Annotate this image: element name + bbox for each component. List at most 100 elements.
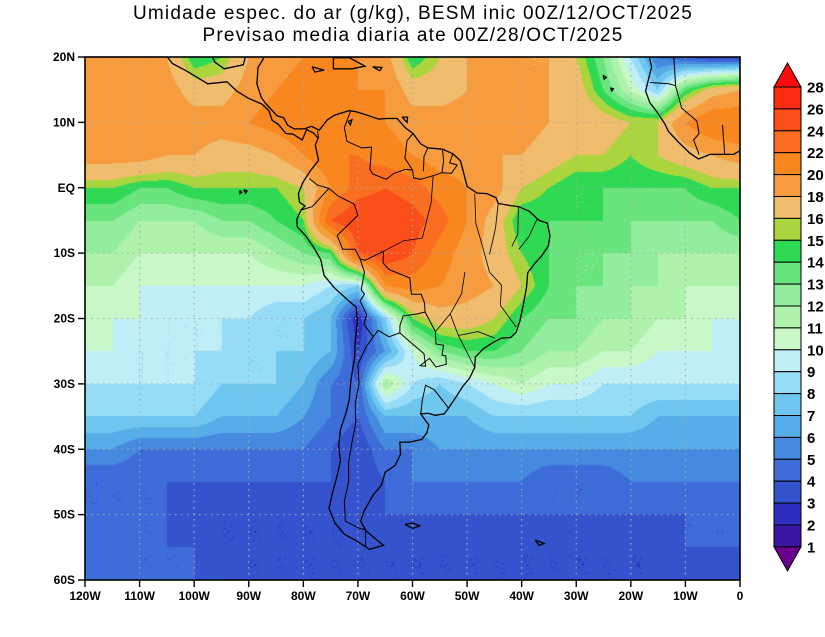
- country-border-path: [372, 311, 426, 338]
- lat-axis-label: 10S: [54, 246, 75, 260]
- colorbar-segment: [773, 349, 802, 373]
- colorbar-segment: [773, 480, 802, 504]
- colorbar-segment: [773, 305, 802, 329]
- colorbar-arrow-down: [773, 546, 802, 572]
- colorbar-label: 20: [807, 167, 824, 184]
- colorbar-segment: [773, 86, 802, 110]
- colorbar-segment: [773, 436, 802, 460]
- lat-axis-label: 50S: [54, 508, 75, 522]
- country-border-path: [649, 82, 676, 87]
- coastline-path: [609, 87, 615, 93]
- coastline-path: [332, 57, 367, 70]
- country-border-path: [382, 251, 426, 313]
- colorbar-segment: [773, 196, 802, 219]
- colorbar-label: 4: [807, 474, 816, 491]
- colorbar-label: 1: [807, 539, 815, 556]
- lon-axis-label: 20W: [618, 589, 643, 603]
- lat-axis-label: 10N: [53, 115, 75, 129]
- coastline-path: [166, 57, 551, 551]
- lon-axis-label: 70W: [346, 589, 371, 603]
- colorbar-segment: [773, 327, 802, 351]
- colorbar-label: 3: [807, 496, 815, 513]
- lat-axis-label: 20N: [53, 50, 75, 64]
- coastline-path: [404, 522, 422, 530]
- state-border-path: [511, 206, 519, 247]
- colorbar-segment: [773, 130, 802, 154]
- colorbar-segment: [773, 217, 802, 241]
- colorbar-label: 9: [807, 364, 815, 381]
- colorbar-label: 14: [807, 255, 824, 272]
- state-border-path: [489, 271, 517, 328]
- colorbar-label: 7: [807, 408, 815, 425]
- colorbar-label: 18: [807, 189, 824, 206]
- colorbar: 28 26 24 22 20 18 16 15 14 13 12 11 10 9 8 7 6 5 4 3 2 1: [773, 61, 824, 572]
- coastline-path: [534, 539, 546, 547]
- coastline-path: [239, 189, 243, 195]
- coastline-path: [372, 66, 384, 72]
- geography-layer: [166, 57, 740, 551]
- coastline-path: [644, 57, 740, 160]
- colorbar-label: 24: [807, 123, 824, 140]
- country-border-path: [359, 258, 366, 302]
- country-border-path: [343, 110, 374, 175]
- colorbar-label: 22: [807, 145, 824, 162]
- lon-axis-label: 120W: [69, 589, 101, 603]
- country-border-path: [399, 311, 447, 368]
- colorbar-label: 12: [807, 299, 824, 316]
- coastline-path: [401, 116, 409, 124]
- lon-axis-label: 80W: [291, 589, 316, 603]
- state-border-path: [457, 331, 496, 368]
- lat-axis-label: 60S: [54, 573, 75, 587]
- lon-axis-label: 110W: [124, 589, 155, 603]
- colorbar-label: 2: [807, 518, 815, 535]
- state-border-path: [421, 175, 434, 239]
- colorbar-segment: [773, 174, 802, 198]
- state-border-path: [383, 237, 423, 252]
- lat-axis-label: 30S: [54, 377, 75, 391]
- country-border-path: [422, 147, 429, 172]
- country-border-path: [308, 178, 330, 189]
- coastline-path: [602, 74, 608, 81]
- colorbar-segment: [773, 524, 802, 548]
- country-border-path: [317, 130, 320, 139]
- state-border-path: [474, 193, 490, 273]
- graticule-gridlines: [85, 57, 740, 580]
- coastline-path: [311, 66, 325, 73]
- lon-axis-label: 60W: [400, 589, 425, 603]
- colorbar-segment: [773, 261, 802, 285]
- colorbar-label: 8: [807, 386, 815, 403]
- country-border-path: [448, 153, 458, 166]
- colorbar-segment: [773, 371, 802, 395]
- plot-title-line1: Umidade espec. do ar (g/kg), BESM inic 0…: [132, 3, 694, 24]
- colorbar-segment: [773, 283, 802, 307]
- country-border-path: [420, 384, 449, 414]
- colorbar-segment: [773, 458, 802, 482]
- country-border-path: [404, 133, 414, 171]
- country-border-path: [300, 188, 330, 211]
- country-border-path: [681, 107, 698, 122]
- state-border-path: [518, 218, 538, 250]
- country-border-path: [359, 300, 374, 338]
- lat-axis-label: EQ: [58, 181, 75, 195]
- country-border-path: [693, 121, 700, 155]
- coastline-path: [243, 189, 249, 195]
- lon-axis-label: 50W: [455, 589, 480, 603]
- lat-axis-label: 20S: [54, 312, 75, 326]
- colorbar-label: 13: [807, 277, 824, 294]
- colorbar-label: 11: [807, 320, 823, 337]
- colorbar-segment: [773, 393, 802, 417]
- colorbar-label: 5: [807, 452, 815, 469]
- lon-axis-label: 30W: [564, 589, 589, 603]
- country-border-path: [343, 336, 374, 547]
- colorbar-arrow-up: [773, 61, 802, 88]
- state-border-path: [489, 203, 499, 255]
- lon-axis-label: 10W: [673, 589, 698, 603]
- colorbar-segment: [773, 502, 802, 526]
- lon-axis-label: 90W: [236, 589, 261, 603]
- lon-axis-label: 40W: [509, 589, 534, 603]
- state-border-path: [449, 272, 466, 336]
- lon-axis-label: 100W: [178, 589, 210, 603]
- plot-title-line2: Previsao media diaria ate 00Z/28/OCT/202…: [202, 25, 624, 46]
